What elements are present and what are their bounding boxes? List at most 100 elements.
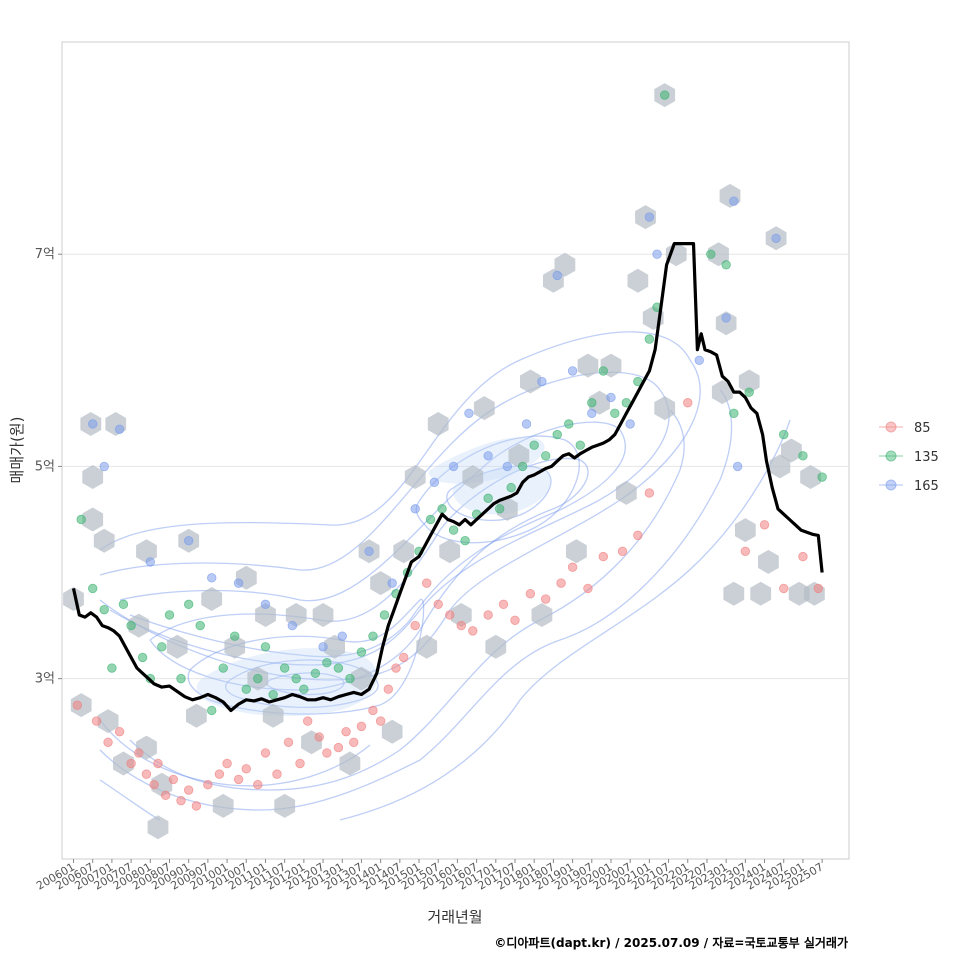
hexbin-cell bbox=[370, 571, 391, 596]
legend-key-85 bbox=[885, 421, 897, 433]
hexbin-cell bbox=[589, 390, 610, 415]
scatter-point-165 bbox=[448, 461, 459, 472]
scatter-point-135 bbox=[299, 684, 309, 694]
scatter-point-165 bbox=[729, 196, 739, 206]
hexbin-layer bbox=[63, 83, 825, 840]
scatter-point-135 bbox=[575, 440, 585, 450]
scatter-point-85 bbox=[333, 742, 344, 753]
scatter-point-85 bbox=[149, 780, 159, 790]
legend-key-135 bbox=[885, 450, 897, 462]
scatter-point-85 bbox=[759, 520, 770, 530]
scatter-point-165 bbox=[207, 573, 217, 583]
scatter-point-85 bbox=[617, 546, 628, 556]
scatter-point-85 bbox=[567, 562, 578, 572]
scatter-point-85 bbox=[214, 769, 225, 779]
scatter-point-165 bbox=[521, 419, 532, 429]
hexbin-cell bbox=[324, 634, 345, 659]
hexbin-cell bbox=[381, 719, 403, 744]
scatter-point-85 bbox=[314, 732, 324, 742]
scatter-point-85 bbox=[383, 684, 394, 694]
scatter-point-135 bbox=[310, 668, 321, 679]
scatter-point-165 bbox=[429, 477, 440, 488]
scatter-point-135 bbox=[779, 429, 789, 440]
trend-line-layer bbox=[71, 242, 824, 713]
legend-entry-85: 85 bbox=[879, 421, 931, 436]
scatter-point-85 bbox=[349, 737, 359, 747]
hexbin-cell bbox=[711, 380, 733, 405]
hexbin-cell bbox=[262, 703, 284, 728]
scatter-point-165 bbox=[771, 233, 781, 243]
scatter-point-135 bbox=[126, 620, 136, 631]
scatter-point-165 bbox=[464, 408, 474, 419]
hexbin-cell bbox=[339, 751, 361, 776]
hexbin-cell bbox=[735, 518, 756, 543]
hexbin-cell bbox=[654, 396, 676, 421]
legend-entry-165: 165 bbox=[879, 479, 939, 494]
y-tick-label: 7억 bbox=[35, 247, 55, 262]
hexbin-cell bbox=[82, 465, 104, 489]
scatter-point-85 bbox=[168, 774, 179, 785]
legend: 85 135 165 bbox=[879, 421, 939, 494]
scatter-point-85 bbox=[203, 780, 213, 790]
scatter-point-165 bbox=[233, 578, 244, 588]
hexbin-cell bbox=[274, 793, 296, 818]
scatter-point-165 bbox=[318, 642, 328, 652]
density-contour bbox=[99, 389, 733, 811]
scatter-point-135 bbox=[137, 652, 148, 663]
x-axis-title: 거래년월 bbox=[427, 908, 482, 926]
scatter-point-85 bbox=[253, 780, 263, 790]
scatter-point-165 bbox=[644, 212, 655, 222]
scatter-point-85 bbox=[445, 610, 455, 620]
hexbin-cell bbox=[113, 751, 134, 776]
hexbin-cell bbox=[393, 539, 415, 564]
scatter-point-135 bbox=[279, 663, 290, 673]
scatter-point-135 bbox=[164, 610, 175, 620]
hexbin-cell bbox=[520, 369, 541, 394]
scatter-point-165 bbox=[99, 461, 109, 472]
scatter-point-135 bbox=[176, 673, 186, 684]
scatter-point-135 bbox=[99, 604, 109, 615]
scatter-point-85 bbox=[375, 716, 386, 726]
scatter-point-85 bbox=[510, 615, 520, 625]
scatter-point-85 bbox=[525, 589, 536, 599]
hexbin-cell bbox=[404, 465, 426, 489]
scatter-point-165 bbox=[364, 546, 374, 556]
y-tick-label: 3억 bbox=[35, 672, 55, 687]
scatter-point-135 bbox=[437, 504, 447, 514]
x-axis: 2006012006072007012007072008012008072009… bbox=[34, 859, 826, 893]
scatter-point-85 bbox=[103, 737, 113, 747]
legend-label-135: 135 bbox=[914, 450, 939, 465]
scatter-point-85 bbox=[683, 398, 693, 408]
scatter-point-135 bbox=[157, 642, 167, 652]
hexbin-cell bbox=[212, 793, 234, 818]
density-contour bbox=[129, 409, 685, 791]
scatter-point-135 bbox=[230, 631, 240, 641]
scatter-point-135 bbox=[460, 535, 470, 546]
scatter-point-165 bbox=[732, 461, 743, 472]
hexbin-cell bbox=[93, 528, 115, 553]
scatter-point-165 bbox=[625, 419, 635, 429]
scatter-point-135 bbox=[448, 525, 459, 535]
y-axis-title: 매매가(원) bbox=[8, 417, 26, 484]
scatter-point-85 bbox=[260, 748, 271, 758]
y-axis: 3억 5억 7억 bbox=[35, 247, 62, 687]
scatter-point-85 bbox=[644, 488, 655, 498]
scatter-point-165 bbox=[721, 313, 731, 323]
scatter-point-135 bbox=[798, 451, 808, 461]
scatter-point-135 bbox=[118, 599, 129, 610]
hexbin-cell bbox=[708, 242, 729, 267]
scatter-point-135 bbox=[517, 461, 528, 472]
scatter-point-135 bbox=[207, 705, 217, 716]
scatter-point-165 bbox=[88, 419, 98, 429]
scatter-point-135 bbox=[564, 419, 574, 429]
scatter-point-135 bbox=[183, 599, 194, 610]
hexbin-cell bbox=[427, 412, 449, 436]
scatter-point-135 bbox=[425, 514, 436, 525]
scatter-point-85 bbox=[191, 801, 202, 811]
scatter-point-135 bbox=[356, 647, 367, 657]
scatter-point-85 bbox=[141, 769, 152, 779]
density-contour bbox=[187, 598, 425, 715]
hexbin-cell bbox=[201, 587, 223, 611]
scatter-point-135 bbox=[76, 514, 86, 525]
